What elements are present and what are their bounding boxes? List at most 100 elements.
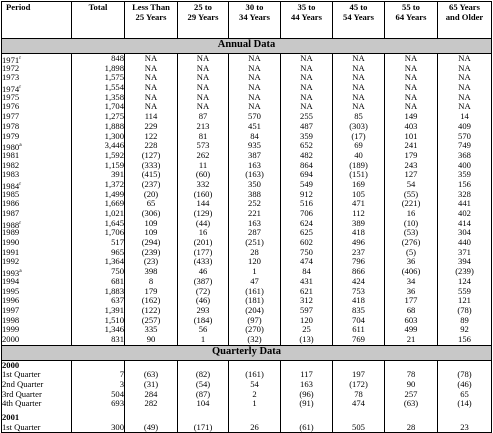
table-cell: NA xyxy=(300,62,313,73)
period-label: 1972 xyxy=(2,63,71,74)
table-cell: NA xyxy=(300,101,313,112)
table-cell: 293 xyxy=(196,304,210,315)
table-cell: (276) xyxy=(401,237,421,248)
table-cell: (160) xyxy=(193,188,213,199)
table-cell: 23 xyxy=(460,421,469,432)
value-column: NA NA NA NA NA NA 570 451 84 935 387 163 (163) 350 388… xyxy=(228,53,281,346)
table-cell: NA xyxy=(196,82,210,93)
table-cell: 3,446 xyxy=(104,140,124,151)
table-cell: (221) xyxy=(401,198,421,209)
table-cell: 505 xyxy=(352,421,365,432)
table-cell: 402 xyxy=(458,208,471,218)
year-label: 1983 xyxy=(2,169,20,180)
table-cell: 85 xyxy=(354,111,363,122)
table-cell: (63) xyxy=(143,369,159,380)
table-cell: 14 xyxy=(460,111,469,122)
table-cell: (415) xyxy=(141,169,161,180)
table-cell: 179 xyxy=(144,285,158,296)
table-cell: (251) xyxy=(245,237,264,248)
table-cell: 252 xyxy=(248,198,261,209)
table-cell: (78) xyxy=(457,304,472,315)
table-cell: (162) xyxy=(141,295,161,306)
year-label: 1981 xyxy=(2,149,20,160)
table-cell: NA xyxy=(144,62,158,73)
table-cell: 144 xyxy=(196,198,210,209)
year-label: 1988 xyxy=(2,219,20,230)
table-cell: (46) xyxy=(195,295,211,306)
table-cell: (333) xyxy=(141,159,161,170)
table-cell: (172) xyxy=(349,379,368,389)
table-cell: (237) xyxy=(141,178,161,189)
table-cell: 796 xyxy=(352,256,365,267)
section-title: Quarterly Data xyxy=(1,344,492,361)
period-label: 1979 xyxy=(2,131,71,142)
table-cell: NA xyxy=(352,62,365,73)
table-cell: NA xyxy=(352,91,365,102)
table-cell: (61) xyxy=(299,421,314,432)
table-cell: (10) xyxy=(403,217,419,228)
table-cell: 149 xyxy=(404,111,418,122)
table-cell: 1,021 xyxy=(104,208,124,218)
table-cell: 28 xyxy=(406,421,416,432)
period-label: 1980a xyxy=(2,141,71,152)
table-cell: 487 xyxy=(300,120,313,131)
table-cell: 474 xyxy=(352,398,365,409)
table-cell: NA xyxy=(144,82,158,93)
table-cell: 750 xyxy=(300,246,313,257)
header-65-plus: 65 Years and Older xyxy=(437,1,492,39)
table-cell: 104 xyxy=(196,398,210,409)
table-cell: NA xyxy=(196,91,210,102)
spacer xyxy=(281,413,332,423)
year-label: 1978 xyxy=(2,120,20,131)
table-cell: (189) xyxy=(349,159,368,170)
table-cell: 394 xyxy=(458,256,471,267)
table-cell: NA xyxy=(458,101,471,112)
table-cell: NA xyxy=(196,72,210,83)
value-column: 7 3 504 693 300 xyxy=(71,360,125,433)
table-cell: 1,669 xyxy=(104,198,124,209)
table-cell: (270) xyxy=(245,324,264,335)
footnote-marker: r xyxy=(19,219,22,226)
period-label: 1991 xyxy=(2,247,71,258)
table-cell: 124 xyxy=(458,275,471,286)
table-cell: 69 xyxy=(354,140,363,151)
table-cell: 1,592 xyxy=(104,149,124,160)
table-cell: 221 xyxy=(248,208,261,218)
table-cell: 84 xyxy=(302,266,311,277)
table-cell: 2 xyxy=(252,388,257,399)
year-label: 1974 xyxy=(2,83,20,94)
table-cell: 3 xyxy=(119,379,124,389)
table-cell: 387 xyxy=(248,149,261,160)
table-cell: 504 xyxy=(111,388,124,399)
table-cell: 440 xyxy=(458,237,471,248)
table-cell: (17) xyxy=(351,130,366,141)
table-cell: 81 xyxy=(198,130,208,141)
period-label: 1975 xyxy=(2,92,71,103)
table-cell: NA xyxy=(248,91,261,102)
table-cell: 441 xyxy=(458,198,471,209)
table-cell: 255 xyxy=(300,111,313,122)
table-cell: NA xyxy=(352,72,365,83)
value-column: (78) (46) 65 (14) 23 xyxy=(437,360,492,433)
section-title: Annual Data xyxy=(1,38,492,54)
table-cell: 848 xyxy=(111,53,124,63)
table-cell: NA xyxy=(248,72,261,83)
year-label: 1995 xyxy=(2,285,20,296)
period-label: 1981 xyxy=(2,149,71,161)
table-cell: 282 xyxy=(144,398,158,409)
table-cell: (177) xyxy=(193,246,213,257)
table-cell: NA xyxy=(144,72,158,83)
period-label: 1976 xyxy=(2,102,71,112)
table-cell: (151) xyxy=(349,169,368,180)
table-cell: 570 xyxy=(248,111,261,122)
table-cell: (49) xyxy=(143,421,159,432)
table-cell: 54 xyxy=(406,178,416,189)
table-cell: 625 xyxy=(300,227,313,238)
table-cell: 516 xyxy=(300,198,313,209)
table-cell: 68 xyxy=(406,304,416,315)
table-cell: (46) xyxy=(457,379,472,389)
table-cell: 621 xyxy=(300,285,313,296)
table-cell: 389 xyxy=(352,217,365,228)
table-cell: 409 xyxy=(458,120,471,131)
table-cell: 549 xyxy=(300,178,313,189)
